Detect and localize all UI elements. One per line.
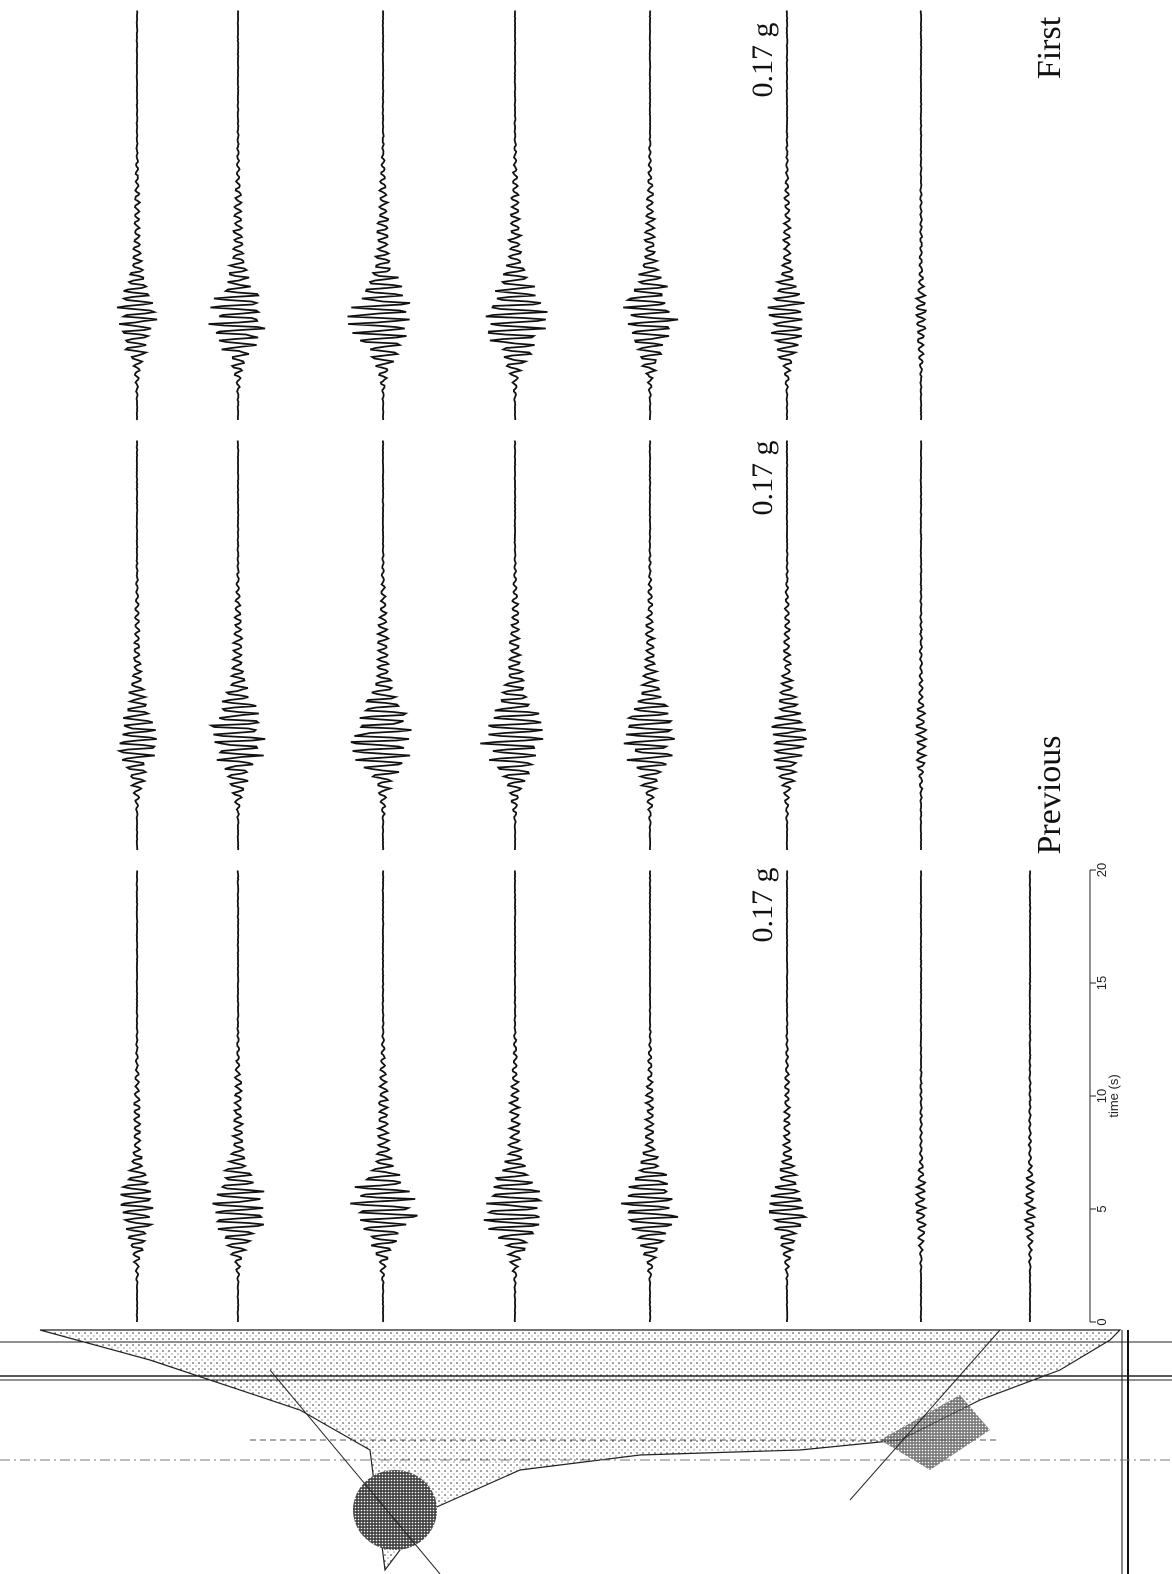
waveform	[624, 441, 675, 851]
waveform	[209, 11, 266, 421]
axis-label: time (s)	[1106, 1074, 1121, 1117]
waveform	[121, 871, 154, 1323]
scale-label: 0.17 g	[746, 441, 779, 516]
waveform	[350, 871, 417, 1323]
waveform	[916, 11, 926, 421]
waveform	[211, 441, 265, 851]
tick-label: 15	[1094, 976, 1109, 990]
waveform	[213, 871, 265, 1323]
waveform	[1025, 871, 1035, 1323]
scale-label: 0.17 g	[746, 23, 779, 98]
tick-label: 5	[1094, 1205, 1109, 1212]
panel-label: Previous	[1031, 736, 1068, 855]
cross-section	[0, 1330, 1172, 1574]
trace-group	[117, 11, 1035, 1323]
tick-label: 0	[1094, 1318, 1109, 1325]
tick-label: 20	[1094, 863, 1109, 877]
waveform	[480, 441, 543, 851]
waveform	[486, 11, 548, 421]
waveform	[621, 871, 678, 1323]
waveform	[484, 871, 540, 1323]
waveform	[916, 871, 926, 1323]
waveform	[351, 441, 412, 851]
scale-label: 0.17 g	[746, 868, 779, 943]
waveform	[917, 441, 927, 851]
waveform	[348, 11, 411, 421]
panel-label: First	[1031, 16, 1068, 79]
waveform	[117, 11, 157, 421]
waveform	[623, 11, 678, 421]
figure: 05101520time (s) 0.17 g 0.17 g 0.17 g Pr…	[0, 0, 1172, 1574]
waveform	[120, 441, 157, 851]
